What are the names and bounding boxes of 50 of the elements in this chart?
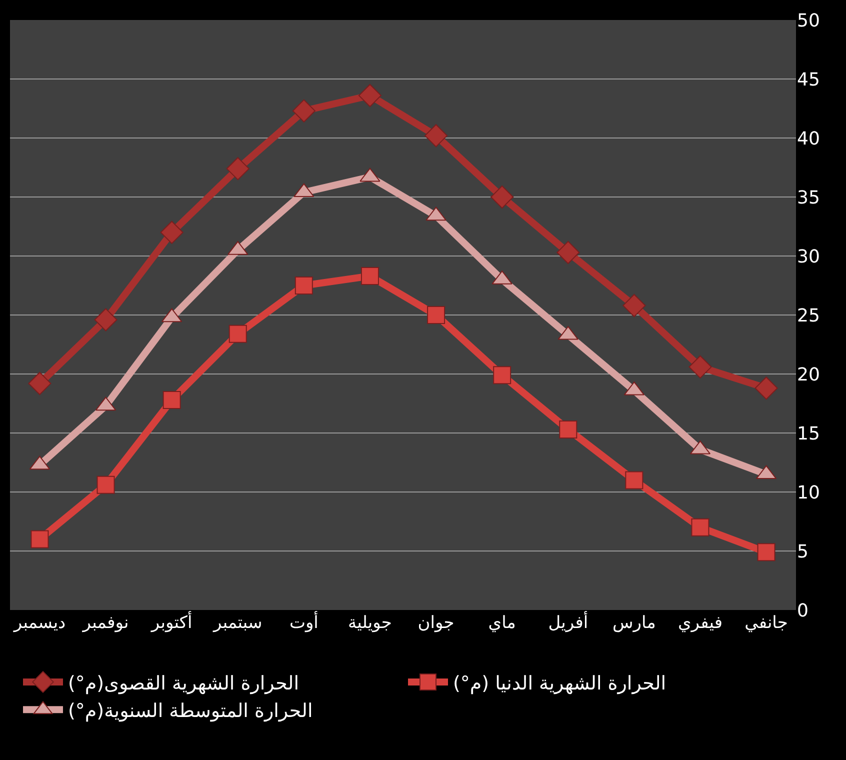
point — [625, 471, 644, 490]
point — [292, 99, 316, 122]
y-tick-label: 45 — [797, 69, 820, 90]
point — [427, 306, 446, 324]
x-tick-label: ماي — [488, 613, 516, 633]
point — [360, 267, 379, 286]
legend-label: الحرارة المتوسطة السنوية(م°) — [68, 700, 313, 722]
legend-label: الحرارة الشهرية الدنيا (م°) — [453, 672, 666, 694]
point — [162, 390, 181, 409]
x-tick-label: جانفي — [744, 613, 788, 633]
x-tick-label: أفريل — [548, 611, 588, 633]
point — [559, 420, 578, 438]
x-tick-label: ديسمبر — [12, 613, 66, 633]
y-tick-label: 0 — [797, 600, 808, 622]
y-tick-label: 10 — [797, 482, 820, 504]
point — [556, 240, 580, 264]
point — [28, 372, 52, 395]
x-tick-label: جويلية — [348, 613, 392, 633]
point — [358, 84, 382, 108]
y-tick-label: 5 — [797, 541, 808, 562]
y-tick-label: 15 — [797, 423, 820, 444]
y-tick-label: 35 — [797, 187, 820, 208]
y-tick-label: 40 — [797, 128, 820, 150]
x-tick-label: فيفري — [678, 613, 723, 633]
point — [30, 530, 49, 548]
x-tick-label: نوفمبر — [82, 613, 129, 633]
point — [493, 366, 512, 384]
point — [226, 157, 250, 180]
y-tick-label: 30 — [797, 246, 820, 268]
point — [294, 276, 313, 294]
y-tick-label: 50 — [797, 10, 820, 32]
point — [160, 220, 184, 244]
point — [490, 185, 514, 209]
point — [757, 543, 776, 562]
point — [691, 518, 710, 536]
y-tick-label: 20 — [797, 364, 820, 386]
point — [96, 476, 115, 494]
legend-label: الحرارة الشهرية القصوى(م°) — [68, 672, 299, 694]
point — [622, 294, 646, 318]
y-tick-label: 25 — [797, 305, 820, 326]
point — [424, 124, 448, 148]
x-tick-label: أكتوبر — [150, 611, 192, 633]
point — [688, 355, 712, 378]
point — [228, 324, 247, 343]
x-tick-label: سبتمبر — [212, 613, 262, 633]
point — [94, 308, 118, 332]
point — [754, 376, 778, 400]
x-tick-label: أوت — [289, 611, 318, 633]
x-tick-label: مارس — [612, 613, 656, 633]
x-tick-label: جوان — [418, 613, 454, 633]
